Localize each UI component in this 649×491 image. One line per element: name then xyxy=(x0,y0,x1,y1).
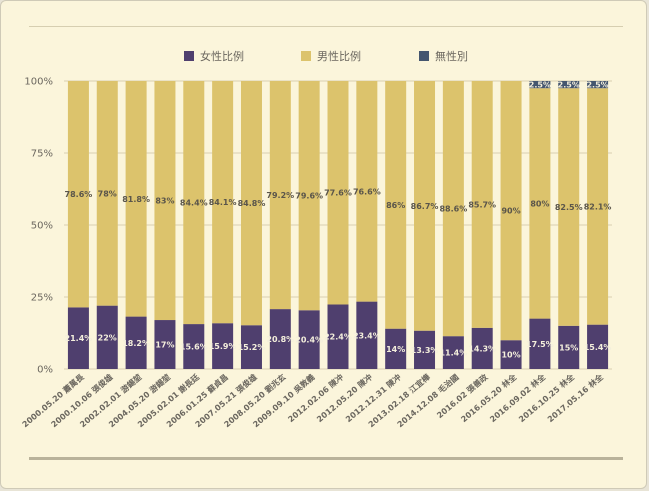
data-label: 15.6% xyxy=(180,343,208,352)
bar-segment xyxy=(442,336,464,369)
data-label: 90% xyxy=(501,207,520,216)
data-label: 2.5% xyxy=(586,81,608,90)
bar-segment xyxy=(298,310,320,369)
data-label: 13.3% xyxy=(411,346,439,355)
data-label: 84.1% xyxy=(209,198,237,207)
data-label: 79.6% xyxy=(295,192,323,201)
data-label: 82.1% xyxy=(584,202,612,211)
bar-segment xyxy=(529,318,551,369)
bar-segment xyxy=(154,320,176,369)
data-label: 84.8% xyxy=(238,199,266,208)
y-tick-label: 75% xyxy=(31,149,53,160)
data-label: 79.2% xyxy=(266,191,294,200)
bar-segment xyxy=(558,81,580,89)
data-label: 22% xyxy=(98,333,117,342)
legend-label: 女性比例 xyxy=(200,49,244,63)
data-label: 80% xyxy=(530,199,549,208)
data-label: 15.2% xyxy=(238,343,266,352)
y-tick-label: 25% xyxy=(31,293,53,304)
data-label: 10% xyxy=(501,351,520,360)
data-label: 20.4% xyxy=(295,336,323,345)
data-label: 77.6% xyxy=(324,189,352,198)
bar-segment xyxy=(385,81,407,329)
bar-segment xyxy=(67,81,89,308)
bar-segment xyxy=(327,81,349,305)
data-label: 81.8% xyxy=(122,195,150,204)
bar-segment xyxy=(471,81,493,328)
legend-swatch xyxy=(184,51,194,61)
data-label: 23.4% xyxy=(353,331,381,340)
data-label: 76.6% xyxy=(353,187,381,196)
legend-label: 男性比例 xyxy=(317,49,361,63)
data-label: 83% xyxy=(155,197,174,206)
y-tick-label: 100% xyxy=(24,77,53,88)
data-label: 17% xyxy=(155,341,174,350)
y-tick-label: 0% xyxy=(37,365,53,376)
bar-segment xyxy=(96,81,118,306)
bar-segment xyxy=(558,88,580,326)
bar-segment xyxy=(414,330,436,369)
bar-segment xyxy=(558,325,580,369)
bar-segment xyxy=(212,81,234,324)
bar-segment xyxy=(240,325,262,369)
bar-segment xyxy=(327,304,349,369)
bar-segment xyxy=(183,81,205,325)
data-label: 17.5% xyxy=(526,340,554,349)
legend-swatch xyxy=(419,51,429,61)
bar-segment xyxy=(96,305,118,369)
bar-segment xyxy=(125,81,147,317)
y-tick-label: 50% xyxy=(31,221,53,232)
bar-segment xyxy=(125,316,147,369)
data-label: 2.5% xyxy=(529,81,551,90)
bar-segment xyxy=(356,81,378,302)
bar-segment xyxy=(183,324,205,369)
bar-segment xyxy=(414,81,436,331)
bar-segment xyxy=(385,328,407,369)
bar-segment xyxy=(212,323,234,369)
data-label: 86.7% xyxy=(411,202,439,211)
bar-segment xyxy=(529,88,551,319)
data-label: 78.6% xyxy=(65,190,93,199)
data-label: 15% xyxy=(559,343,578,352)
bar-segment xyxy=(67,307,89,369)
bottom-divider xyxy=(29,457,623,460)
bar-segment xyxy=(298,81,320,311)
data-label: 21.4% xyxy=(65,334,93,343)
bar-segment xyxy=(529,81,551,89)
legend-swatch xyxy=(301,51,311,61)
data-label: 20.8% xyxy=(266,335,294,344)
data-label: 18.2% xyxy=(122,339,150,348)
bar-segment xyxy=(269,309,291,369)
top-divider xyxy=(29,26,623,27)
data-label: 86% xyxy=(386,201,405,210)
data-label: 22.4% xyxy=(324,333,352,342)
bar-segment xyxy=(587,88,609,325)
bar-segment xyxy=(240,81,262,326)
data-label: 14% xyxy=(386,345,405,354)
bar-segment xyxy=(471,327,493,369)
bar-segment xyxy=(269,81,291,310)
bar-segment xyxy=(356,301,378,369)
bar-segment xyxy=(587,324,609,369)
data-label: 11.4% xyxy=(439,349,467,358)
data-label: 15.9% xyxy=(209,342,237,351)
data-label: 78% xyxy=(98,189,117,198)
data-label: 15.4% xyxy=(584,343,612,352)
bar-segment xyxy=(154,81,176,321)
data-label: 88.6% xyxy=(439,205,467,214)
bar-segment xyxy=(587,81,609,89)
data-label: 2.5% xyxy=(558,81,580,90)
data-label: 82.5% xyxy=(555,203,583,212)
data-label: 85.7% xyxy=(468,200,496,209)
bar-segment xyxy=(442,81,464,337)
legend-label: 無性別 xyxy=(435,49,468,63)
data-label: 14.3% xyxy=(468,344,496,353)
x-tick-label: 2016.02 張善政 xyxy=(435,372,490,420)
data-label: 84.4% xyxy=(180,199,208,208)
bar-segment xyxy=(500,81,522,341)
bar-segment xyxy=(500,340,522,369)
